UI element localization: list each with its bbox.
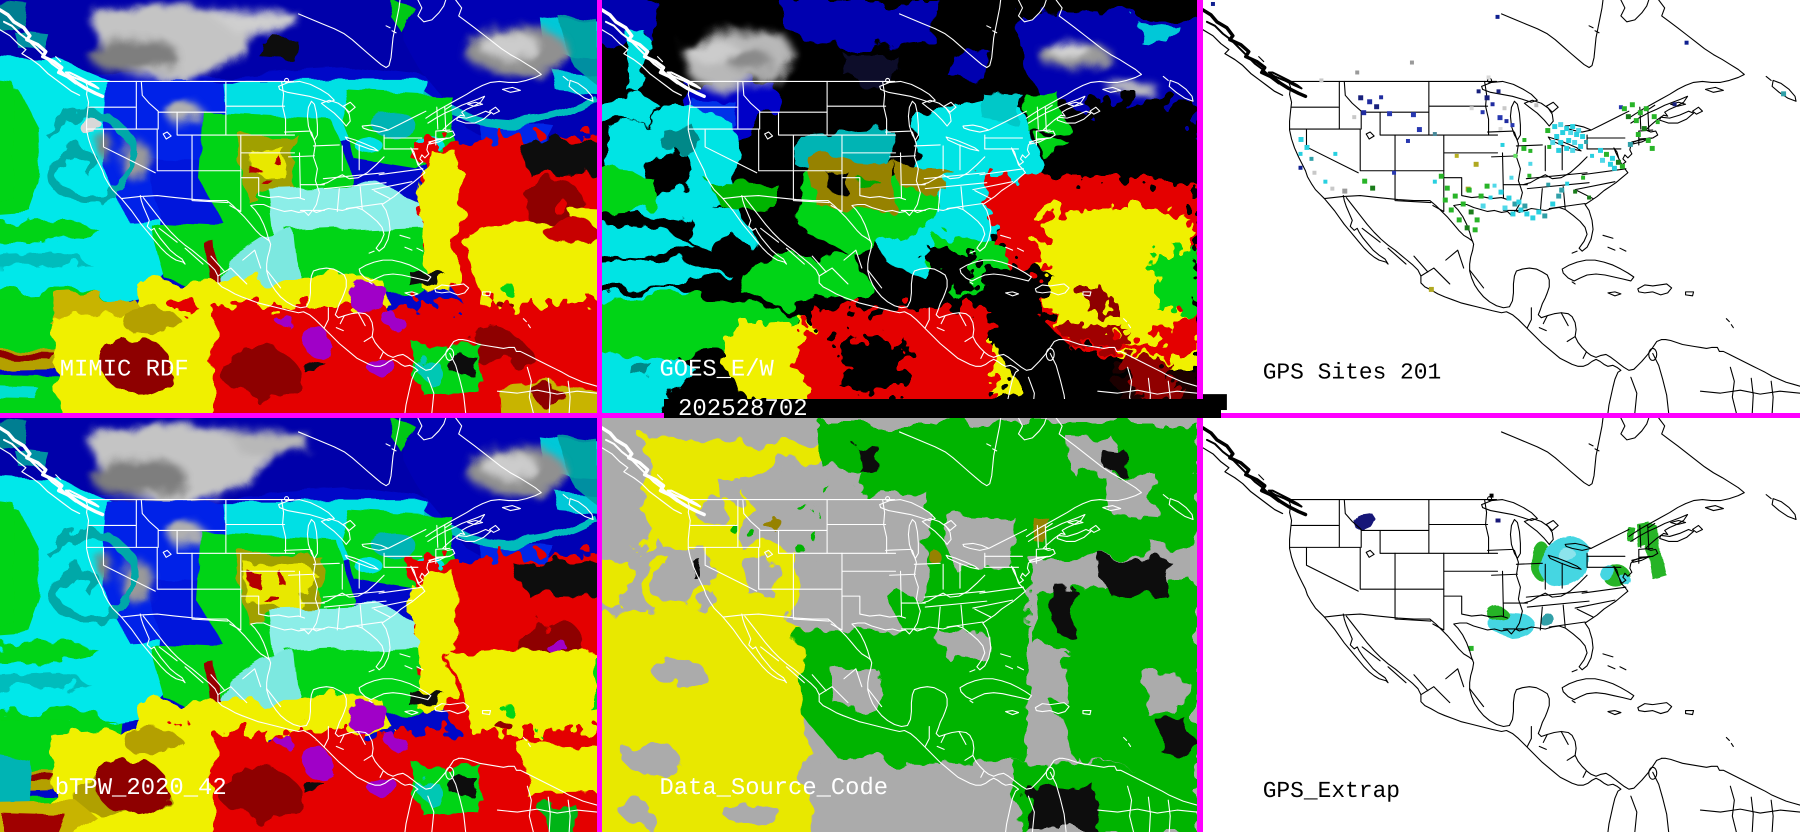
svg-text:202528702: 202528702	[678, 396, 808, 423]
svg-text:GPS_Extrap: GPS_Extrap	[1263, 778, 1400, 804]
svg-text:GPS Sites 201: GPS Sites 201	[1263, 359, 1442, 385]
svg-text:Data_Source_Code: Data_Source_Code	[660, 775, 889, 802]
svg-text:GOES_E/W: GOES_E/W	[660, 356, 775, 383]
svg-text:bTPW_2020_42: bTPW_2020_42	[55, 775, 227, 802]
svg-text:MIMIC RDF: MIMIC RDF	[60, 356, 189, 383]
